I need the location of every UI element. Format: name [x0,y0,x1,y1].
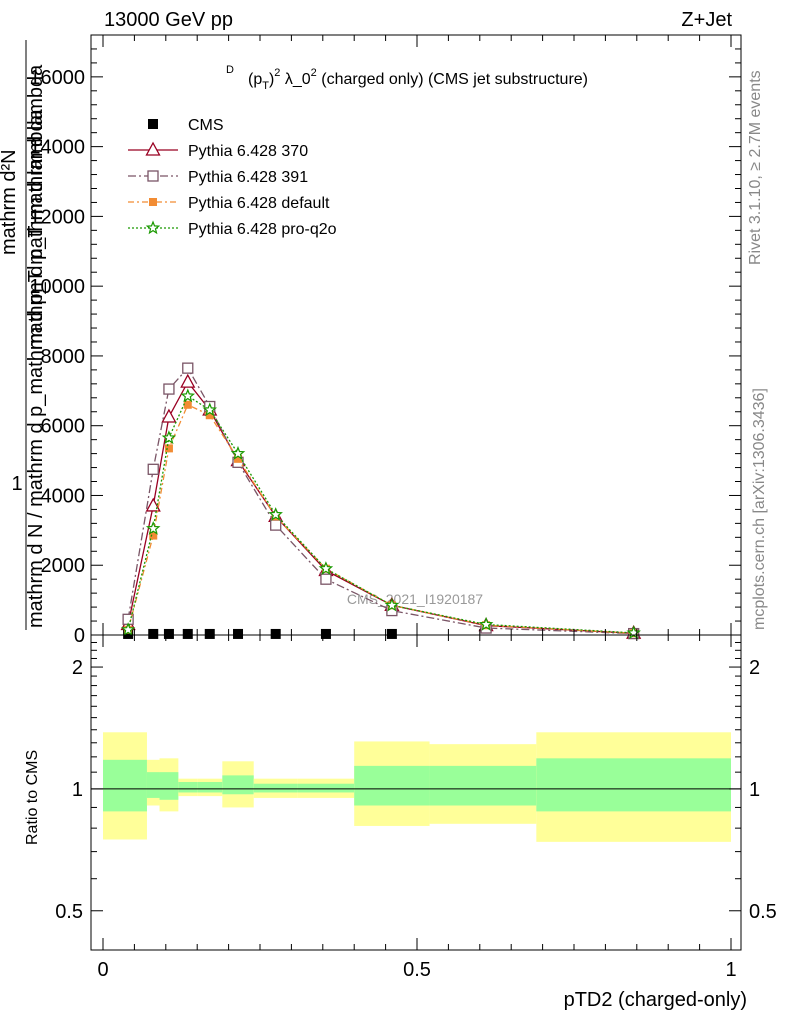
ratio-band-inner [297,783,355,793]
legend-marker [145,220,161,235]
data-point-cms [204,628,215,639]
plot-title: (pT)2 λ_02 (charged only) (CMS jet subst… [248,67,588,92]
data-point-pythia391 [182,362,194,374]
watermark: CMS_2021_I1920187 [347,591,483,607]
ratio-band-inner [222,775,254,795]
legend-entry-proq2o: Pythia 6.428 pro-q2o [128,220,337,238]
data-point-pythia370 [161,408,177,423]
x-axis-label: pTD2 (charged-only) [564,989,747,1011]
ratio-band-inner [146,772,160,798]
data-point-default [234,454,243,463]
legend-label: Pythia 6.428 default [188,195,330,212]
ratio-y-tick-label: 2 [72,657,83,679]
mcplots-label: mcplots.cern.ch [arXiv:1306.3436] [751,388,768,630]
x-tick-label: 0.5 [403,959,431,981]
ratio-y-tick-label-right: 2 [749,657,760,679]
data-point-cms [123,628,134,639]
ratio-y-tick-label-right: 1 [749,779,760,801]
plot-title-superscript-d: D [226,64,234,76]
data-point-proq2o [161,430,177,445]
main-plot-panel: CMS_2021_I1920187 0 2000 4000 6000 8000 10000… [0,34,742,647]
y-tick-label: 12000 [29,206,85,228]
legend-entry-default: Pythia 6.428 default [128,195,330,212]
data-point-proq2o [318,561,334,575]
data-point-default [164,444,173,453]
ratio-band-inner [159,772,179,800]
data-point-pythia370 [180,373,196,388]
data-point-cms [182,628,193,639]
data-point-cms [233,628,244,639]
data-point-cms [148,628,159,639]
y-tick-label: 2000 [41,555,86,577]
y-tick-label: 16000 [29,67,85,89]
y-tick-label: 10000 [29,276,85,298]
legend-label: Pythia 6.428 pro-q2o [188,221,337,238]
data-point-proq2o [268,507,283,521]
data-point-proq2o [202,402,218,417]
ratio-band-inner [429,765,537,806]
header-process: Z+Jet [681,9,732,31]
legend: CMS Pythia 6.428 370 Pythia 6.428 391 Pythi… [128,117,337,238]
ratio-y-axis-label: Ratio to CMS [24,750,41,845]
series-cms [123,628,397,639]
legend-label: Pythia 6.428 370 [188,143,308,160]
x-tick-label: 0 [97,959,108,981]
y-tick-label: 4000 [41,485,86,507]
header-energy: 13000 GeV pp [104,9,233,31]
y-tick-label: 14000 [29,137,85,159]
x-tick-label: 1 [725,959,736,981]
data-point-proq2o [230,445,246,460]
y-tick-label: 6000 [41,416,86,438]
data-point-proq2o [384,597,400,612]
ratio-y-tick-label: 0.5 [55,901,83,923]
data-point-pythia391 [147,463,159,475]
legend-label: Pythia 6.428 391 [188,169,308,186]
data-point-pythia391 [163,383,175,395]
data-point-proq2o [145,520,161,535]
y-axis-label-numerator: mathrm d²N [0,149,20,255]
ratio-band-inner [536,758,731,812]
ratio-band-inner [178,782,198,793]
ratio-band-inner [197,782,223,793]
data-point-default [183,400,192,409]
legend-marker [149,198,157,206]
data-point-cms [163,628,174,639]
data-point-default [149,531,158,540]
ratio-plot-frame [90,634,742,951]
legend-marker [148,119,158,129]
legend-entry-cms: CMS [148,117,224,134]
ratio-plot-panel: 0.5 0.5 1 1 2 2 0 0.5 1 Ratio to CMS pTD2 (char… [24,634,777,1011]
ratio-band-inner [103,759,147,812]
y-axis-label-one: 1 [11,473,22,495]
legend-label: CMS [188,117,224,134]
ratio-band-inner [253,783,298,793]
ratio-band-inner [354,765,430,806]
y-tick-label: 0 [74,625,85,647]
y-axis-label-denominator-2: mathrm d p_T mathrm d lambda [25,64,47,350]
series-proq2o [120,388,641,640]
data-point-proq2o [180,388,196,403]
legend-entry-pythia391: Pythia 6.428 391 [128,169,308,186]
legend-marker [147,170,159,182]
data-point-cms [270,628,281,639]
y-axis-label: 1 mathrm d²N mathrm d N / mathrm d p_mat… [0,40,47,630]
y-tick-label: 8000 [41,346,86,368]
data-point-proq2o [120,622,136,636]
data-point-cms [386,628,397,639]
data-point-cms [320,628,331,639]
data-point-default [205,411,214,420]
data-point-proq2o [478,616,494,631]
ratio-y-tick-label-right: 0.5 [749,901,777,923]
rivet-version-label: Rivet 3.1.10, ≥ 2.7M events [747,70,764,265]
y-axis-label-denominator: mathrm d N / mathrm d p_mathrm d p_T mat… [25,108,47,628]
legend-entry-pythia370: Pythia 6.428 370 [128,141,308,160]
legend-marker [145,141,161,156]
data-point-pythia391 [270,519,282,531]
data-point-pythia391 [320,573,332,585]
ratio-y-tick-label: 1 [72,779,83,801]
